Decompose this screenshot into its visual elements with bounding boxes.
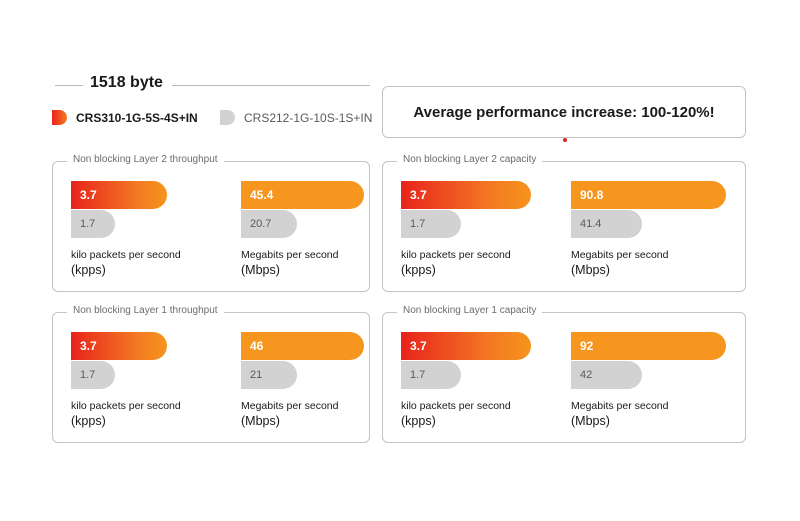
chart-panel-non-blocking-layer-2-capacity: Non blocking Layer 2 capacity 3.7 1.7 kilo … [382, 154, 746, 292]
legend-item-crs310: CRS310-1G-5S-4S+IN [52, 110, 198, 125]
bar-value-label: 92 [580, 339, 594, 353]
callout-dot [563, 138, 567, 142]
unit-abbreviation: (Mbps) [571, 414, 610, 428]
unit-label: kilo packets per second [401, 249, 511, 261]
bar-value-label: 45.4 [250, 188, 274, 202]
unit-label: kilo packets per second [71, 400, 181, 412]
bar-value-label: 46 [250, 339, 264, 353]
legend-swatch-crs310 [52, 110, 67, 125]
unit-abbreviation: (Mbps) [571, 263, 610, 277]
bar-crs212-mbps: 41.4 [571, 210, 642, 238]
bar-value-label: 1.7 [80, 218, 96, 230]
header-line-right [172, 85, 370, 86]
bar-crs310-kpps: 3.7 [71, 332, 167, 360]
chart-panel-non-blocking-layer-2-throughput: Non blocking Layer 2 throughput 3.7 1.7 kil… [52, 154, 370, 292]
unit-label: Megabits per second [241, 249, 339, 261]
bar-crs310-mbps: 45.4 [241, 181, 364, 209]
bar-crs212-kpps: 1.7 [71, 361, 115, 389]
header-line-left [55, 85, 83, 86]
chart-panel-non-blocking-layer-1-throughput: Non blocking Layer 1 throughput 3.7 1.7 kil… [52, 305, 370, 443]
bar-value-label: 90.8 [580, 188, 604, 202]
bar-crs310-kpps: 3.7 [401, 181, 531, 209]
page-title: 1518 byte [90, 74, 163, 91]
chart-panel-non-blocking-layer-1-capacity: Non blocking Layer 1 capacity 3.7 1.7 kilo … [382, 305, 746, 443]
unit-abbreviation: (kpps) [401, 263, 436, 277]
bar-crs212-kpps: 1.7 [401, 361, 461, 389]
legend-label-crs310: CRS310-1G-5S-4S+IN [76, 110, 198, 125]
bar-value-label: 3.7 [80, 339, 97, 353]
unit-label: Megabits per second [571, 249, 669, 261]
chart-title: Non blocking Layer 2 throughput [67, 154, 224, 165]
legend-label-crs212: CRS212-1G-10S-1S+IN [244, 110, 373, 125]
unit-label: Megabits per second [571, 400, 669, 412]
bar-crs310-kpps: 3.7 [71, 181, 167, 209]
bar-value-label: 1.7 [410, 369, 426, 381]
bar-value-label: 20.7 [250, 218, 272, 230]
legend-swatch-crs212 [220, 110, 235, 125]
bar-crs212-kpps: 1.7 [401, 210, 461, 238]
bar-crs212-kpps: 1.7 [71, 210, 115, 238]
chart-title: Non blocking Layer 1 capacity [397, 305, 543, 316]
bar-crs212-mbps: 42 [571, 361, 642, 389]
bar-value-label: 21 [250, 369, 263, 381]
unit-label: kilo packets per second [401, 400, 511, 412]
callout-box: Average performance increase: 100-120%! [382, 86, 746, 138]
bar-value-label: 42 [580, 369, 593, 381]
bar-crs212-mbps: 21 [241, 361, 297, 389]
bar-crs310-mbps: 46 [241, 332, 364, 360]
bar-value-label: 41.4 [580, 218, 602, 230]
unit-abbreviation: (kpps) [71, 414, 106, 428]
bar-value-label: 3.7 [80, 188, 97, 202]
chart-title: Non blocking Layer 2 capacity [397, 154, 543, 165]
bar-crs310-kpps: 3.7 [401, 332, 531, 360]
bar-crs310-mbps: 90.8 [571, 181, 726, 209]
bar-value-label: 3.7 [410, 339, 427, 353]
unit-abbreviation: (Mbps) [241, 263, 280, 277]
legend-item-crs212: CRS212-1G-10S-1S+IN [220, 110, 372, 125]
bar-value-label: 3.7 [410, 188, 427, 202]
bar-value-label: 1.7 [410, 218, 426, 230]
bar-crs212-mbps: 20.7 [241, 210, 297, 238]
unit-abbreviation: (kpps) [401, 414, 436, 428]
callout-text: Average performance increase: 100-120%! [413, 103, 715, 121]
unit-label: Megabits per second [241, 400, 339, 412]
unit-label: kilo packets per second [71, 249, 181, 261]
bar-value-label: 1.7 [80, 369, 96, 381]
bar-crs310-mbps: 92 [571, 332, 726, 360]
unit-abbreviation: (kpps) [71, 263, 106, 277]
chart-title: Non blocking Layer 1 throughput [67, 305, 224, 316]
unit-abbreviation: (Mbps) [241, 414, 280, 428]
